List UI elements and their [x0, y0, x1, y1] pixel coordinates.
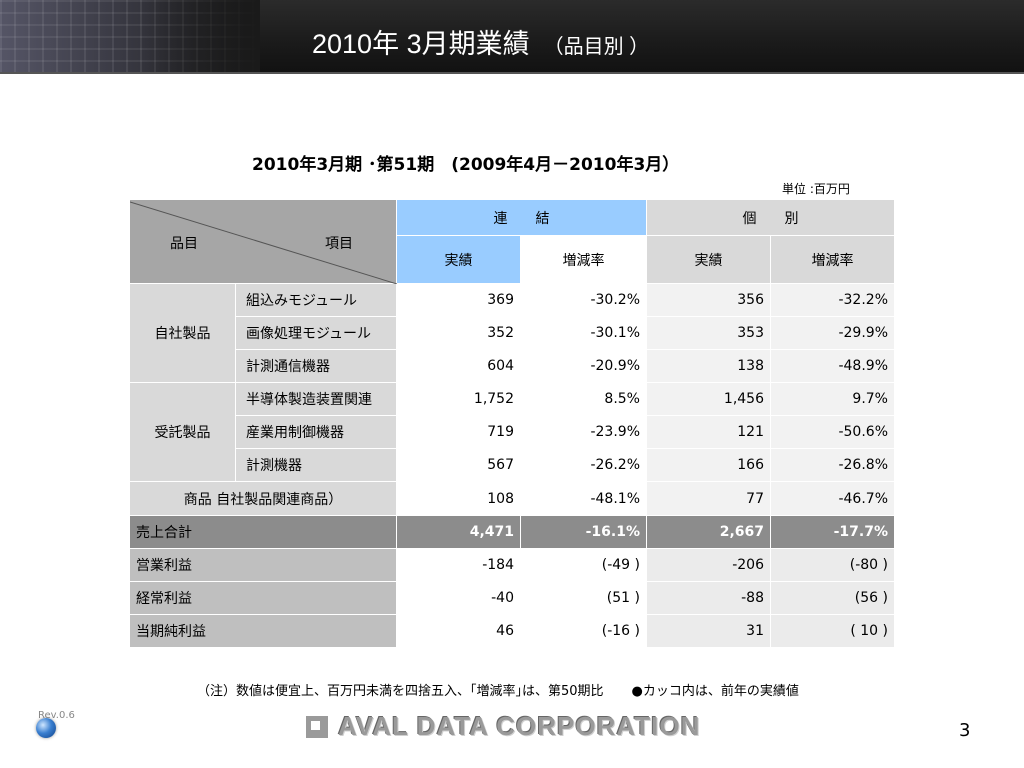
company-logo-text: AVAL DATA CORPORATION: [338, 711, 701, 741]
table-row: 画像処理モジュール 352 -30.1% 353 -29.9%: [130, 316, 895, 350]
header-divider: [0, 72, 1024, 74]
cons-change: -16.1%: [520, 515, 647, 549]
cons-change: -30.2%: [520, 283, 647, 317]
stand-change: -26.8%: [770, 448, 895, 482]
performance-table: 品目 項目 連 結 個 別 実績 増減率 実績 増減率 自社製品 組込みモジュー…: [129, 199, 895, 648]
period-heading: 2010年3月期 ･第51期 (2009年4月－2010年3月）: [252, 155, 680, 175]
sales-total-row: 売上合計 4,471 -16.1% 2,667 -17.7%: [129, 515, 895, 549]
stand-change: -17.7%: [770, 515, 895, 549]
sales-total-label: 売上合計: [129, 515, 397, 549]
stand-actual: 138: [646, 349, 771, 383]
page-number: 3: [959, 720, 971, 741]
cons-actual: 46: [396, 614, 521, 648]
item-label: 産業用制御機器: [235, 415, 397, 449]
profit-row: 営業利益 -184 (-49 ) -206 (-80 ): [129, 548, 895, 582]
globe-icon: [36, 718, 56, 738]
consolidated-actual-header: 実績: [396, 235, 521, 284]
cons-change: 8.5%: [520, 382, 647, 416]
item-label: 計測機器: [235, 448, 397, 482]
stand-change: -46.7%: [770, 481, 895, 516]
consolidated-change-header: 増減率: [520, 235, 647, 284]
cons-change: -26.2%: [520, 448, 647, 482]
category-contract-products: 受託製品: [129, 382, 236, 482]
corner-label-item: 品目: [170, 236, 198, 252]
stand-change: (56 ): [770, 581, 895, 615]
table-row: 受託製品 半導体製造装置関連 1,752 8.5% 1,456 9.7%: [129, 382, 895, 482]
stand-actual: 77: [646, 481, 771, 516]
cons-change: (-16 ): [520, 614, 647, 648]
profit-label: 経常利益: [129, 581, 397, 615]
corner-diagonal-line: [130, 201, 397, 284]
profit-row: 経常利益 -40 (51 ) -88 (56 ): [129, 581, 895, 615]
company-logo: AVAL DATA CORPORATION: [306, 711, 700, 742]
cons-change: -20.9%: [520, 349, 647, 383]
stand-change: (-80 ): [770, 548, 895, 582]
cons-actual: 4,471: [396, 515, 521, 549]
stand-actual: 166: [646, 448, 771, 482]
stand-actual: 353: [646, 316, 771, 350]
cons-actual: -40: [396, 581, 521, 615]
stand-change: -29.9%: [770, 316, 895, 350]
cons-actual: 719: [396, 415, 521, 449]
profit-label: 当期純利益: [129, 614, 397, 648]
cons-actual: 567: [396, 448, 521, 482]
footnote: （注）数値は便宜上、百万円未満を四捨五入、｢増減率｣は、第50期比 ●カッコ内は、…: [197, 680, 799, 699]
cons-actual: -184: [396, 548, 521, 582]
merchandise-label: 商品 自社製品関連商品）: [129, 481, 397, 516]
standalone-actual-header: 実績: [646, 235, 771, 284]
footnote-text: （注）数値は便宜上、百万円未満を四捨五入、｢増減率｣は、第50期比: [197, 684, 604, 699]
profit-row: 当期純利益 46 (-16 ) 31 ( 10 ): [129, 614, 895, 648]
revision-label: Rev.0.6: [38, 710, 75, 721]
cons-actual: 108: [396, 481, 521, 516]
stand-change: -50.6%: [770, 415, 895, 449]
stand-change: 9.7%: [770, 382, 895, 416]
stand-actual: 2,667: [646, 515, 771, 549]
logo-mark-icon: [306, 716, 328, 738]
cons-change: -30.1%: [520, 316, 647, 350]
title-main: 2010年 3月期業績: [312, 29, 530, 59]
cons-change: -23.9%: [520, 415, 647, 449]
stand-change: -32.2%: [770, 283, 895, 317]
footnote-bracket-note: ●カッコ内は、前年の実績値: [631, 684, 799, 699]
stand-change: ( 10 ): [770, 614, 895, 648]
cons-change: -48.1%: [520, 481, 647, 516]
merchandise-row: 商品 自社製品関連商品） 108 -48.1% 77 -46.7%: [129, 481, 895, 516]
standalone-header: 個 別: [646, 199, 895, 236]
table-row: 計測機器 567 -26.2% 166 -26.8%: [130, 448, 895, 482]
table-row: 産業用制御機器 719 -23.9% 121 -50.6%: [130, 415, 895, 449]
table-corner-header: 品目 項目: [129, 199, 397, 284]
item-label: 組込みモジュール: [235, 283, 397, 317]
cons-change: (51 ): [520, 581, 647, 615]
cons-actual: 1,752: [396, 382, 521, 416]
stand-actual: 121: [646, 415, 771, 449]
stand-actual: -88: [646, 581, 771, 615]
stand-actual: 1,456: [646, 382, 771, 416]
item-label: 計測通信機器: [235, 349, 397, 383]
category-own-products: 自社製品: [129, 283, 236, 383]
table-header-row: 品目 項目 連 結 個 別: [129, 199, 895, 284]
stand-actual: -206: [646, 548, 771, 582]
table-row: 自社製品 組込みモジュール 369 -30.2% 356 -32.2%: [129, 283, 895, 383]
table-row: 計測通信機器 604 -20.9% 138 -48.9%: [130, 349, 895, 383]
stand-actual: 356: [646, 283, 771, 317]
cons-change: (-49 ): [520, 548, 647, 582]
consolidated-header: 連 結: [396, 199, 647, 236]
cons-actual: 369: [396, 283, 521, 317]
stand-actual: 31: [646, 614, 771, 648]
circuit-board-image: [0, 0, 260, 74]
title-banner: 2010年 3月期業績 （品目別 ）: [0, 0, 1024, 74]
cons-actual: 352: [396, 316, 521, 350]
item-label: 半導体製造装置関連: [235, 382, 397, 416]
page-title: 2010年 3月期業績 （品目別 ）: [312, 22, 649, 61]
title-sub: （品目別 ）: [543, 36, 650, 58]
standalone-change-header: 増減率: [770, 235, 895, 284]
unit-label: 単位 :百万円: [782, 182, 850, 196]
cons-actual: 604: [396, 349, 521, 383]
profit-label: 営業利益: [129, 548, 397, 582]
item-label: 画像処理モジュール: [235, 316, 397, 350]
corner-label-metric: 項目: [325, 236, 353, 252]
stand-change: -48.9%: [770, 349, 895, 383]
